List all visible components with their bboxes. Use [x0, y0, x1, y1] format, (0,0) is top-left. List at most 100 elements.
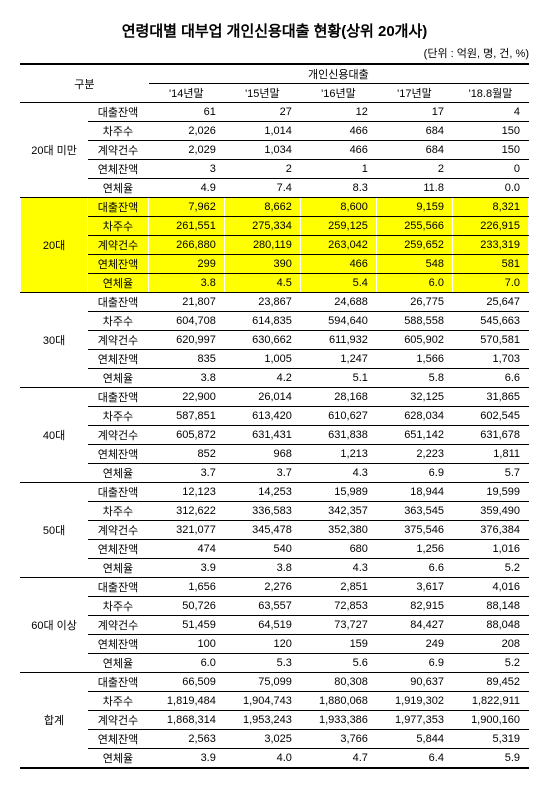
data-cell: 208: [452, 635, 528, 654]
data-cell: 4,016: [452, 578, 528, 597]
data-cell: 631,678: [452, 426, 528, 445]
data-cell: 159: [300, 635, 376, 654]
data-cell: 7.0: [452, 274, 528, 293]
data-cell: 150: [452, 122, 528, 141]
data-cell: 90,637: [376, 673, 452, 692]
data-cell: 8.3: [300, 179, 376, 198]
data-cell: 4.7: [300, 749, 376, 769]
data-cell: 2: [376, 160, 452, 179]
group-label: 20대 미만: [21, 103, 88, 198]
data-cell: 363,545: [376, 502, 452, 521]
data-cell: 6.6: [376, 559, 452, 578]
data-cell: 594,640: [300, 312, 376, 331]
data-cell: 1,034: [224, 141, 300, 160]
data-cell: 684: [376, 141, 452, 160]
data-cell: 602,545: [452, 407, 528, 426]
data-cell: 7.4: [224, 179, 300, 198]
data-cell: 390: [224, 255, 300, 274]
data-cell: 1,247: [300, 350, 376, 369]
metric-label: 차주수: [88, 597, 149, 616]
data-cell: 3: [148, 160, 224, 179]
data-cell: 26,014: [224, 388, 300, 407]
data-cell: 345,478: [224, 521, 300, 540]
data-cell: 1,656: [148, 578, 224, 597]
data-cell: 266,880: [148, 236, 224, 255]
unit-label: (단위 : 억원, 명, 건, %): [20, 45, 529, 61]
data-cell: 1: [300, 160, 376, 179]
data-cell: 4.2: [224, 369, 300, 388]
data-cell: 275,334: [224, 217, 300, 236]
data-cell: 72,853: [300, 597, 376, 616]
metric-label: 연체잔액: [88, 540, 149, 559]
data-cell: 31,865: [452, 388, 528, 407]
data-cell: 1,213: [300, 445, 376, 464]
data-cell: 1,977,353: [376, 711, 452, 730]
data-cell: 11.8: [376, 179, 452, 198]
data-table: 구분 개인신용대출 '14년말'15년말'16년말'17년말'18.8월말 20…: [20, 63, 529, 769]
data-cell: 5.2: [452, 559, 528, 578]
data-cell: 613,420: [224, 407, 300, 426]
data-cell: 63,557: [224, 597, 300, 616]
data-cell: 255,566: [376, 217, 452, 236]
data-cell: 540: [224, 540, 300, 559]
data-cell: 2,276: [224, 578, 300, 597]
data-cell: 6.0: [148, 654, 224, 673]
data-cell: 150: [452, 141, 528, 160]
data-cell: 3,617: [376, 578, 452, 597]
data-cell: 2,223: [376, 445, 452, 464]
data-cell: 26,775: [376, 293, 452, 312]
data-cell: 587,851: [148, 407, 224, 426]
data-cell: 280,119: [224, 236, 300, 255]
metric-label: 연체잔액: [88, 160, 149, 179]
data-cell: 588,558: [376, 312, 452, 331]
data-cell: 359,490: [452, 502, 528, 521]
data-cell: 8,600: [300, 198, 376, 217]
data-cell: 226,915: [452, 217, 528, 236]
data-cell: 89,452: [452, 673, 528, 692]
data-cell: 66,509: [148, 673, 224, 692]
data-cell: 3.7: [148, 464, 224, 483]
data-cell: 5,844: [376, 730, 452, 749]
header-year: '18.8월말: [452, 84, 528, 103]
data-cell: 548: [376, 255, 452, 274]
metric-label: 차주수: [88, 312, 149, 331]
data-cell: 3.9: [148, 749, 224, 769]
data-cell: 968: [224, 445, 300, 464]
data-cell: 614,835: [224, 312, 300, 331]
data-cell: 4.3: [300, 464, 376, 483]
metric-label: 대출잔액: [88, 578, 149, 597]
data-cell: 6.4: [376, 749, 452, 769]
header-year: '16년말: [300, 84, 376, 103]
data-cell: 342,357: [300, 502, 376, 521]
metric-label: 계약건수: [88, 331, 149, 350]
data-cell: 88,148: [452, 597, 528, 616]
data-cell: 32,125: [376, 388, 452, 407]
metric-label: 차주수: [88, 122, 149, 141]
data-cell: 25,647: [452, 293, 528, 312]
data-cell: 680: [300, 540, 376, 559]
header-year: '15년말: [224, 84, 300, 103]
data-cell: 611,932: [300, 331, 376, 350]
metric-label: 연체잔액: [88, 730, 149, 749]
data-cell: 5.8: [376, 369, 452, 388]
data-cell: 18,944: [376, 483, 452, 502]
data-cell: 64,519: [224, 616, 300, 635]
data-cell: 8,662: [224, 198, 300, 217]
data-cell: 1,256: [376, 540, 452, 559]
data-cell: 684: [376, 122, 452, 141]
data-cell: 17: [376, 103, 452, 122]
group-label: 합계: [21, 673, 88, 769]
metric-label: 연체율: [88, 369, 149, 388]
data-cell: 3,025: [224, 730, 300, 749]
data-cell: 630,662: [224, 331, 300, 350]
data-cell: 299: [148, 255, 224, 274]
data-cell: 631,838: [300, 426, 376, 445]
data-cell: 570,581: [452, 331, 528, 350]
data-cell: 23,867: [224, 293, 300, 312]
data-cell: 604,708: [148, 312, 224, 331]
data-cell: 12,123: [148, 483, 224, 502]
data-cell: 4.5: [224, 274, 300, 293]
data-cell: 3.8: [224, 559, 300, 578]
data-cell: 620,997: [148, 331, 224, 350]
data-cell: 474: [148, 540, 224, 559]
